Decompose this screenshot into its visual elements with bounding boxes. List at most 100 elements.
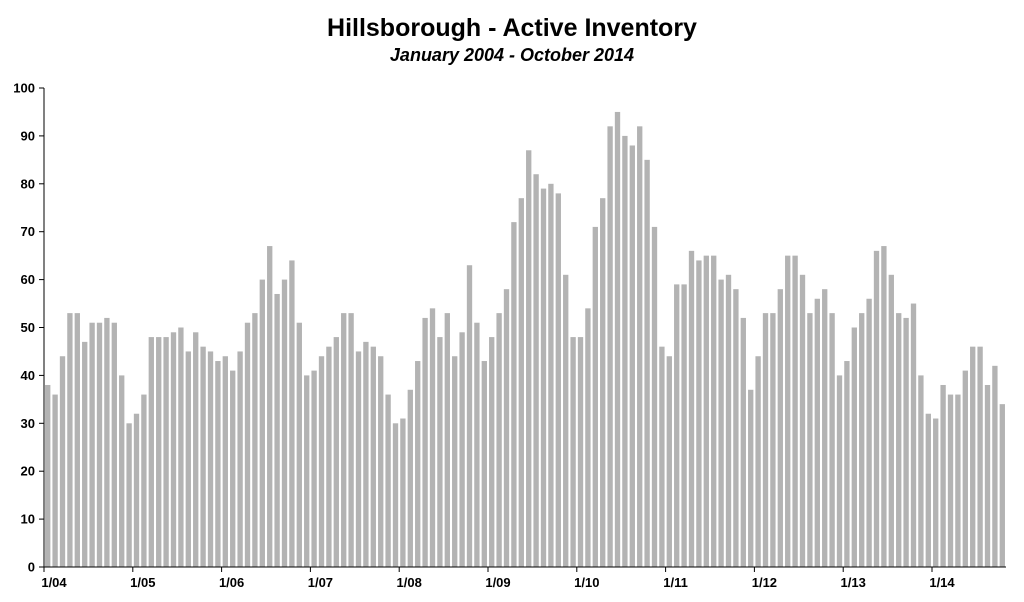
bar-2008-04 — [422, 317, 428, 567]
bar-2004-12 — [126, 423, 132, 567]
bar-2013-09 — [903, 317, 909, 567]
bar-2005-01 — [133, 413, 140, 567]
bar-2007-11 — [385, 394, 391, 567]
bar-2005-08 — [185, 351, 191, 567]
y-tick-label: 20 — [21, 464, 35, 479]
bar-2005-03 — [148, 337, 154, 567]
bar-2010-10 — [644, 159, 650, 567]
bar-2005-04 — [156, 337, 162, 567]
bar-2009-07 — [533, 174, 539, 567]
y-tick-label: 70 — [21, 224, 35, 239]
chart-subtitle: January 2004 - October 2014 — [389, 45, 635, 65]
bar-2011-02 — [674, 284, 680, 567]
bar-2007-03 — [326, 346, 332, 567]
bar-2006-10 — [289, 260, 295, 567]
x-tick-label: 1/07 — [308, 575, 333, 590]
bar-2007-06 — [348, 313, 354, 567]
bar-2011-10 — [733, 289, 739, 567]
bar-2011-04 — [688, 250, 695, 568]
bar-2013-07 — [888, 274, 894, 567]
bar-2009-03 — [503, 289, 510, 567]
x-tick-label: 1/13 — [841, 575, 866, 590]
bar-2011-01 — [666, 356, 672, 567]
bar-2004-11 — [119, 375, 125, 567]
bar-2004-10 — [111, 322, 117, 567]
bar-2005-06 — [170, 332, 177, 567]
bar-2008-08 — [452, 356, 458, 567]
bar-2011-06 — [703, 255, 709, 567]
bar-2007-07 — [355, 351, 362, 567]
bar-2009-05 — [518, 198, 524, 568]
bar-2014-06 — [970, 346, 976, 567]
bar-2010-02 — [585, 308, 591, 567]
bar-2012-07 — [799, 274, 806, 567]
bar-2012-12 — [836, 375, 843, 567]
bar-2012-11 — [829, 313, 835, 567]
bar-2012-03 — [770, 313, 776, 567]
x-tick-label: 1/09 — [485, 575, 510, 590]
y-tick-label: 90 — [21, 128, 35, 143]
bar-2011-12 — [748, 389, 754, 567]
bar-2006-11 — [296, 322, 302, 567]
chart-title: Hillsborough - Active Inventory — [327, 14, 697, 42]
bar-2014-03 — [947, 394, 954, 567]
bar-2004-03 — [59, 356, 66, 567]
bar-2007-04 — [333, 337, 339, 567]
bar-2009-01 — [489, 337, 495, 567]
bars-group — [45, 111, 1005, 568]
bar-2006-09 — [281, 279, 288, 567]
y-tick-label: 40 — [21, 368, 35, 383]
bar-2005-10 — [200, 346, 206, 567]
bar-2006-05 — [252, 313, 258, 567]
bar-2011-08 — [718, 279, 724, 567]
bar-2010-03 — [592, 226, 598, 567]
y-tick-label: 60 — [21, 272, 35, 287]
bar-2010-07 — [622, 135, 628, 567]
x-tick-label: 1/14 — [929, 575, 955, 590]
bar-2010-08 — [629, 145, 635, 568]
bar-2004-05 — [74, 313, 80, 567]
bar-2007-12 — [392, 423, 399, 567]
bar-2006-01 — [222, 356, 228, 567]
x-tick-label: 1/06 — [219, 575, 244, 590]
bar-2009-08 — [540, 188, 547, 567]
bar-2005-02 — [141, 394, 147, 567]
bar-2004-04 — [67, 313, 73, 567]
bar-2007-01 — [311, 370, 317, 567]
bar-2010-09 — [637, 126, 643, 567]
bar-2011-07 — [711, 255, 717, 567]
bar-2004-08 — [96, 322, 103, 567]
x-tick-label: 1/12 — [752, 575, 777, 590]
bar-2005-05 — [163, 337, 169, 567]
bar-2013-05 — [873, 250, 880, 568]
bar-2008-06 — [437, 337, 443, 567]
bar-2004-06 — [82, 341, 88, 567]
bar-2008-11 — [474, 322, 480, 567]
bar-2014-07 — [977, 346, 983, 567]
bar-2004-01 — [45, 384, 51, 567]
bar-2010-12 — [659, 346, 665, 567]
bar-2009-09 — [548, 183, 554, 568]
bar-2012-08 — [807, 313, 813, 567]
bar-2007-05 — [341, 313, 347, 567]
bar-2014-04 — [955, 394, 961, 567]
bar-2014-09 — [992, 365, 998, 567]
bar-2010-01 — [577, 337, 584, 567]
y-tick-label: 100 — [13, 81, 35, 96]
bar-2012-09 — [814, 298, 820, 567]
bar-2008-12 — [481, 361, 487, 567]
bar-2013-03 — [859, 313, 865, 567]
bar-2010-06 — [614, 111, 621, 567]
bar-2013-06 — [881, 246, 887, 567]
bar-2009-02 — [496, 313, 502, 567]
bar-2008-07 — [444, 313, 450, 567]
bar-2006-03 — [237, 351, 243, 567]
bar-2012-06 — [792, 255, 798, 567]
bar-2014-10 — [999, 404, 1005, 567]
bar-2009-06 — [526, 150, 532, 567]
bar-2011-03 — [681, 284, 687, 567]
x-tick-label: 1/08 — [397, 575, 422, 590]
bar-2006-12 — [304, 375, 310, 567]
bar-2012-01 — [755, 356, 761, 567]
